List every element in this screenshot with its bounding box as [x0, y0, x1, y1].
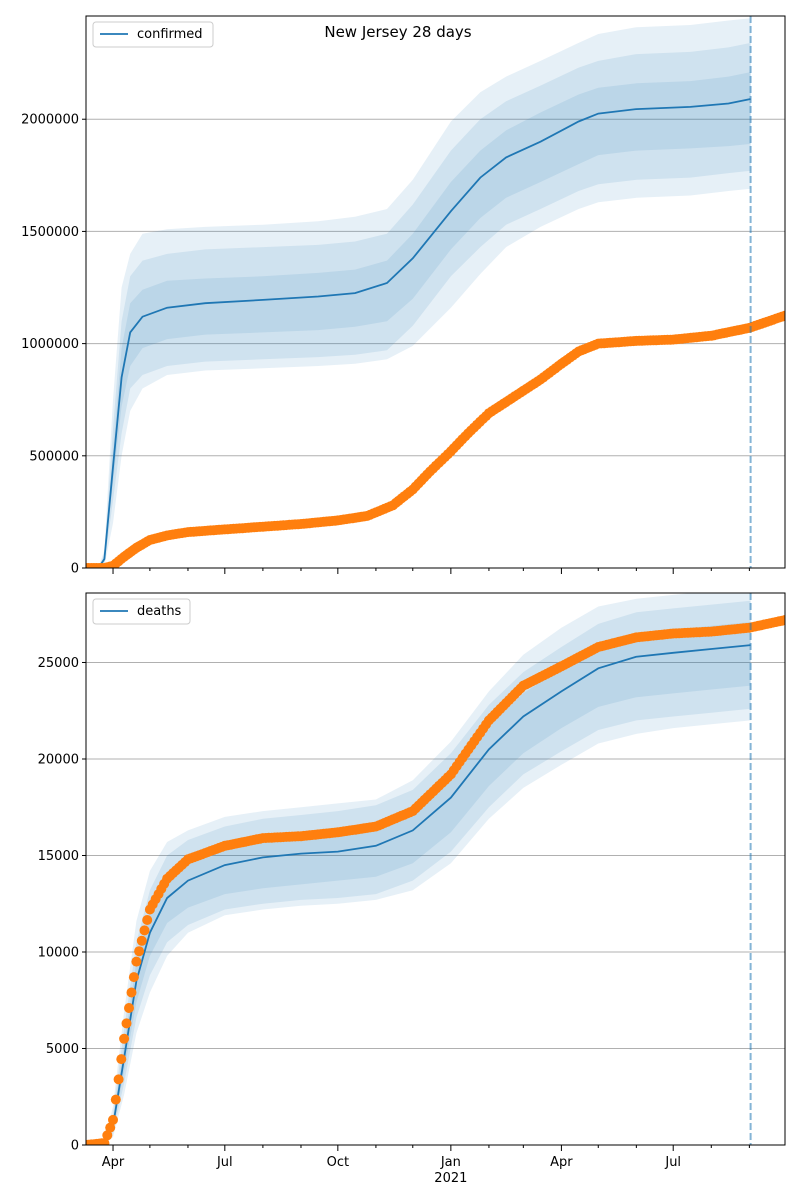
observed-point — [116, 1054, 127, 1065]
observed-point — [128, 972, 139, 983]
observed-point — [121, 1018, 132, 1029]
axes-frame — [85, 15, 786, 569]
observed-point — [113, 1074, 124, 1085]
observed-point — [139, 925, 150, 936]
y-tick-label: 5000 — [46, 1042, 79, 1057]
y-tick-label: 1000000 — [21, 337, 79, 352]
plot-area — [86, 18, 785, 568]
x-tick-label: Jul — [664, 1155, 681, 1170]
interval-band-i2 — [86, 42, 751, 568]
observed-point — [134, 946, 145, 957]
interval-band-i1 — [86, 72, 751, 568]
legend: deaths — [92, 598, 191, 625]
y-tick-label: 0 — [71, 562, 79, 577]
y-tick-label: 15000 — [38, 849, 79, 864]
observed-point — [124, 1003, 134, 1013]
observed-point — [131, 956, 142, 967]
y-tick-label: 2000000 — [21, 113, 79, 128]
deaths-panel: 0 5000 10000 15000 20000 25000 deaths — [38, 592, 786, 1154]
interval-band-i1 — [86, 622, 751, 1145]
y-tick-label: 500000 — [29, 449, 79, 464]
observed-point — [136, 935, 147, 946]
observed-point — [110, 1094, 121, 1105]
y-tick-label: 20000 — [38, 752, 79, 767]
y-tick-label: 10000 — [38, 945, 79, 960]
interval-band-i2 — [86, 600, 751, 1145]
y-tick-label: 0 — [71, 1139, 79, 1154]
interval-band-i3 — [86, 593, 751, 1145]
interval-band-i3 — [86, 18, 751, 568]
legend: confirmed — [92, 21, 214, 48]
x-year-label: 2021 — [434, 1171, 467, 1186]
observed-point — [142, 915, 153, 925]
x-tick-label: Jan — [440, 1155, 461, 1170]
figure-title: New Jersey 28 days — [324, 23, 471, 41]
observed-point — [119, 1033, 130, 1044]
x-tick-label: Oct — [327, 1155, 349, 1170]
x-tick-label: Apr — [550, 1155, 573, 1170]
x-axis: Apr Jul Oct Jan Apr Jul 2021 — [102, 1155, 681, 1186]
observed-point — [780, 615, 785, 625]
legend-label: deaths — [137, 604, 182, 619]
y-tick-label: 25000 — [38, 656, 79, 671]
y-tick-label: 1500000 — [21, 225, 79, 240]
observed-point — [126, 987, 137, 998]
confirmed-panel: 0 500000 1000000 1500000 2000000 confirmed — [21, 15, 786, 577]
model-median-line — [86, 98, 751, 568]
legend-box — [92, 21, 214, 48]
observed-point — [108, 1114, 118, 1125]
plot-area — [86, 593, 785, 1145]
x-tick-label: Apr — [102, 1155, 125, 1170]
x-tick-label: Jul — [216, 1155, 233, 1170]
observed-point — [105, 1122, 116, 1133]
observed-point — [102, 1130, 113, 1141]
axes-frame — [85, 592, 786, 1146]
legend-label: confirmed — [137, 27, 203, 42]
legend-box — [92, 598, 191, 625]
observed-point — [780, 310, 785, 321]
